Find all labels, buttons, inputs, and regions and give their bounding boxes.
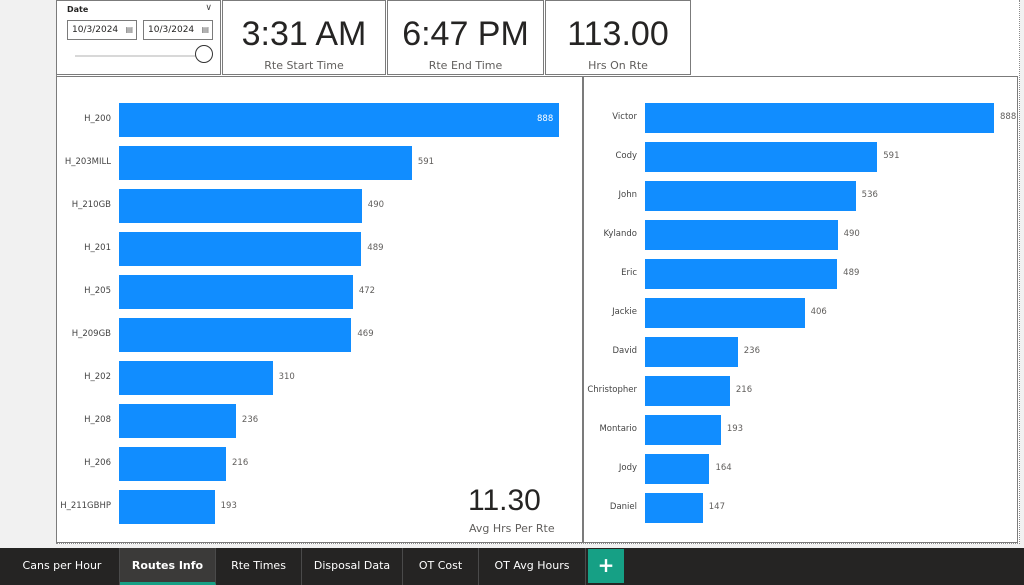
tab-cans-per-hour[interactable]: Cans per Hour — [5, 548, 120, 585]
bar[interactable] — [119, 232, 362, 266]
date-slicer[interactable]: Date ∨ 10/3/2024 ▤ 10/3/2024 ▤ — [56, 0, 221, 75]
chevron-down-icon[interactable]: ∨ — [205, 3, 212, 13]
hrs-on-rte-card: 113.00 Hrs On Rte — [545, 0, 691, 75]
bar[interactable] — [645, 181, 856, 211]
tab-rte-times[interactable]: Rte Times — [216, 548, 302, 585]
data-label: 591 — [417, 157, 435, 167]
category-label: Christopher — [587, 385, 637, 395]
bar[interactable] — [119, 361, 273, 395]
category-label: Eric — [621, 268, 637, 278]
category-label: H_210GB — [71, 200, 111, 210]
bar[interactable] — [119, 146, 412, 180]
data-label: 888 — [537, 114, 554, 124]
card-value: 6:47 PM — [402, 15, 529, 53]
card-value: 113.00 — [567, 15, 669, 53]
category-label: Daniel — [609, 502, 637, 512]
bar[interactable] — [645, 103, 994, 133]
bar[interactable] — [645, 142, 878, 172]
data-label: 147 — [708, 502, 725, 512]
tab-disposal-data[interactable]: Disposal Data — [302, 548, 403, 585]
category-label: Jackie — [612, 307, 637, 317]
start-date-input[interactable]: 10/3/2024 ▤ — [67, 20, 137, 40]
category-label: Victor — [612, 112, 637, 122]
data-label: 489 — [843, 268, 860, 278]
start-date-value: 10/3/2024 — [72, 25, 119, 35]
category-label: H_209GB — [71, 329, 111, 339]
bar[interactable] — [645, 220, 838, 250]
card-value: 3:31 AM — [241, 15, 367, 53]
category-label: H_211GBHP — [60, 501, 111, 511]
tab-ot-avg-hours[interactable]: OT Avg Hours — [479, 548, 586, 585]
plus-icon: + — [597, 553, 615, 577]
bar[interactable] — [119, 103, 559, 137]
tab-ot-cost[interactable]: OT Cost — [403, 548, 479, 585]
data-label: 193 — [220, 501, 237, 511]
bar[interactable] — [645, 298, 805, 328]
rte-start-time-card: 3:31 AM Rte Start Time — [222, 0, 386, 75]
slicer-title: Date — [67, 5, 89, 14]
bar[interactable] — [119, 318, 352, 352]
category-label: David — [612, 346, 637, 356]
card-label: Rte End Time — [428, 59, 503, 72]
data-label: 236 — [743, 346, 760, 356]
category-label: H_206 — [84, 458, 111, 468]
data-label: 472 — [358, 286, 376, 296]
data-label: 216 — [735, 385, 753, 395]
data-label: 536 — [861, 190, 878, 200]
bar[interactable] — [119, 490, 215, 524]
drivers-bar-chart[interactable]: Victor 888 Cody 591 John 536 Kylando 490 Eric 489… — [583, 76, 1018, 543]
category-label: Jody — [618, 463, 637, 473]
data-label: 216 — [232, 458, 249, 468]
end-date-value: 10/3/2024 — [148, 25, 195, 35]
add-page-button[interactable]: + — [588, 549, 624, 583]
calendar-icon[interactable]: ▤ — [201, 25, 209, 34]
bar[interactable] — [645, 493, 703, 523]
data-label: 469 — [357, 329, 374, 339]
rte-end-time-card: 6:47 PM Rte End Time — [387, 0, 544, 75]
card-label: Rte Start Time — [264, 59, 344, 72]
date-slider-handle[interactable] — [195, 45, 213, 63]
category-label: John — [618, 190, 637, 200]
category-label: Cody — [615, 151, 637, 161]
avg-hrs-label: Avg Hrs Per Rte — [469, 522, 555, 535]
bar[interactable] — [645, 259, 838, 289]
data-label: 888 — [1000, 112, 1017, 122]
bar[interactable] — [645, 376, 730, 406]
avg-hrs-value: 11.30 — [468, 484, 541, 517]
routes-bar-chart[interactable]: H_200 888 H_203MILL 591 H_210GB 490 H_201 489 H_… — [56, 76, 583, 543]
data-label: 406 — [810, 307, 827, 317]
data-label: 193 — [726, 424, 744, 434]
category-label: Kylando — [603, 229, 637, 239]
data-label: 489 — [367, 243, 384, 253]
data-label: 310 — [278, 372, 295, 382]
bar[interactable] — [119, 447, 227, 481]
data-label: 490 — [367, 200, 385, 210]
bar[interactable] — [119, 404, 236, 438]
category-label: H_200 — [84, 114, 111, 124]
date-slider-track[interactable] — [75, 55, 203, 57]
tab-routes-info[interactable]: Routes Info — [120, 548, 216, 585]
calendar-icon[interactable]: ▤ — [125, 25, 133, 34]
card-label: Hrs On Rte — [588, 59, 648, 72]
category-label: H_205 — [84, 286, 111, 296]
data-label: 164 — [715, 463, 732, 473]
category-label: H_208 — [84, 415, 111, 425]
data-label: 236 — [241, 415, 259, 425]
category-label: H_203MILL — [64, 157, 111, 167]
bar[interactable] — [119, 189, 362, 223]
bar[interactable] — [645, 415, 721, 445]
category-label: H_202 — [84, 372, 111, 382]
category-label: Montario — [599, 424, 637, 434]
bar[interactable] — [645, 337, 738, 367]
page-tab-bar: Cans per Hour Routes Info Rte Times Disposa… — [0, 548, 1024, 585]
end-date-input[interactable]: 10/3/2024 ▤ — [143, 20, 213, 40]
bar[interactable] — [645, 454, 710, 484]
category-label: H_201 — [84, 243, 111, 253]
bar[interactable] — [119, 275, 353, 309]
data-label: 490 — [843, 229, 860, 239]
data-label: 591 — [883, 151, 900, 161]
